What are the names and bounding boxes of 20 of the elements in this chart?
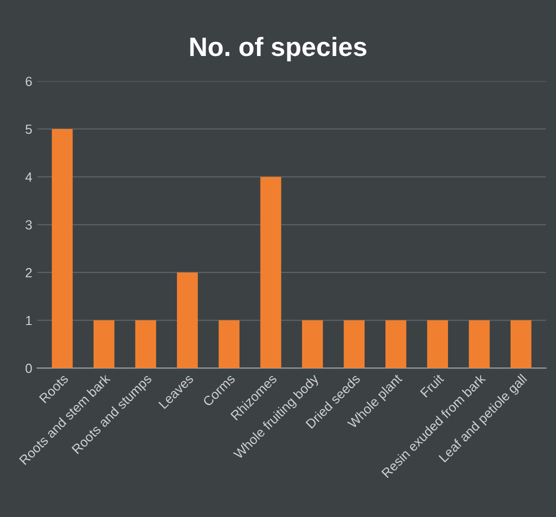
bar <box>94 320 114 368</box>
bar <box>135 320 156 368</box>
bar <box>176 272 198 368</box>
y-tick-label: 6 <box>26 76 32 86</box>
bar <box>427 320 448 368</box>
bar <box>218 320 240 368</box>
bar <box>344 320 365 368</box>
y-tick-label: 2 <box>26 268 32 278</box>
bar <box>260 176 282 368</box>
y-tick-label: 0 <box>26 364 32 374</box>
y-tick-label: 1 <box>26 316 32 326</box>
chart-title: No. of species <box>190 36 366 62</box>
y-tick-label: 3 <box>26 220 32 230</box>
bar <box>468 320 490 368</box>
y-tick-label: 5 <box>26 124 32 134</box>
bar <box>385 320 406 368</box>
bar <box>510 320 532 368</box>
bar <box>302 320 323 368</box>
y-tick-label: 4 <box>25 172 32 182</box>
bar <box>52 128 73 368</box>
